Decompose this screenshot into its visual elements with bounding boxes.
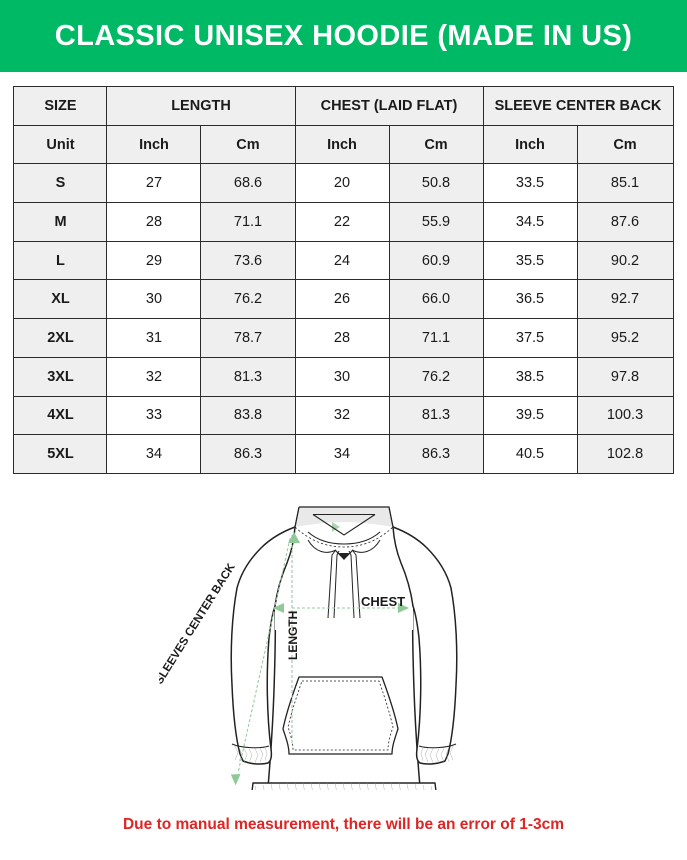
svg-text:CHEST: CHEST (361, 594, 405, 609)
svg-text:LENGTH: LENGTH (286, 611, 300, 660)
svg-text:SLEEVES CENTER BACK: SLEEVES CENTER BACK (159, 561, 238, 687)
